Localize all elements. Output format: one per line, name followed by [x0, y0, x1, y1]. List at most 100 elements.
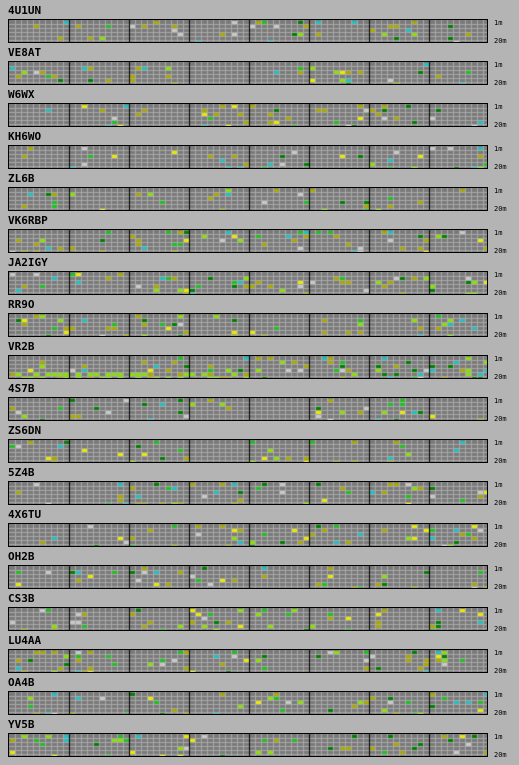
band-label-bottom: 20m: [494, 205, 507, 213]
propagation-grid: [8, 439, 488, 463]
beacon-callsign: YV5B: [8, 718, 35, 731]
band-label-top: 1m: [494, 355, 503, 363]
beacon-row: W6WX 1m 20m: [0, 88, 519, 130]
band-label-bottom: 20m: [494, 415, 507, 423]
beacon-callsign: RR9O: [8, 298, 35, 311]
beacon-row: RR9O 1m 20m: [0, 298, 519, 340]
propagation-grid: [8, 565, 488, 589]
beacon-row: OA4B 1m 20m: [0, 676, 519, 718]
propagation-grid: [8, 103, 488, 127]
beacon-callsign: 4U1UN: [8, 4, 42, 17]
propagation-grid: [8, 733, 488, 757]
beacon-callsign: 5Z4B: [8, 466, 35, 479]
propagation-grid-canvas: [9, 482, 487, 504]
beacon-callsign: KH6WO: [8, 130, 42, 143]
band-label-top: 1m: [494, 565, 503, 573]
band-label-top: 1m: [494, 313, 503, 321]
beacon-callsign: W6WX: [8, 88, 35, 101]
band-label-bottom: 20m: [494, 499, 507, 507]
band-label-top: 1m: [494, 481, 503, 489]
beacon-callsign: 4S7B: [8, 382, 35, 395]
propagation-grid: [8, 145, 488, 169]
beacon-callsign: OA4B: [8, 676, 35, 689]
band-label-bottom: 20m: [494, 121, 507, 129]
band-label-top: 1m: [494, 61, 503, 69]
propagation-grid-canvas: [9, 314, 487, 336]
propagation-grid: [8, 19, 488, 43]
band-label-bottom: 20m: [494, 373, 507, 381]
beacon-row: 4X6TU 1m 20m: [0, 508, 519, 550]
beacon-callsign: VK6RBP: [8, 214, 48, 227]
propagation-grid: [8, 607, 488, 631]
band-label-top: 1m: [494, 187, 503, 195]
beacon-callsign: 4X6TU: [8, 508, 42, 521]
propagation-grid-canvas: [9, 146, 487, 168]
propagation-grid: [8, 61, 488, 85]
beacon-row: 4S7B 1m 20m: [0, 382, 519, 424]
propagation-grid-canvas: [9, 230, 487, 252]
propagation-grid-canvas: [9, 440, 487, 462]
propagation-grid: [8, 229, 488, 253]
propagation-grid-canvas: [9, 62, 487, 84]
beacon-callsign: VE8AT: [8, 46, 42, 59]
band-label-top: 1m: [494, 229, 503, 237]
band-label-bottom: 20m: [494, 709, 507, 717]
beacon-row: JA2IGY 1m 20m: [0, 256, 519, 298]
band-label-top: 1m: [494, 733, 503, 741]
band-label-top: 1m: [494, 103, 503, 111]
propagation-grid-canvas: [9, 692, 487, 714]
propagation-grid: [8, 187, 488, 211]
beacon-callsign: ZS6DN: [8, 424, 42, 437]
beacon-callsign: LU4AA: [8, 634, 42, 647]
beacon-row: 5Z4B 1m 20m: [0, 466, 519, 508]
propagation-grid-canvas: [9, 356, 487, 378]
band-label-top: 1m: [494, 607, 503, 615]
band-label-bottom: 20m: [494, 247, 507, 255]
propagation-grid-canvas: [9, 20, 487, 42]
band-label-bottom: 20m: [494, 751, 507, 759]
beacon-row: ZS6DN 1m 20m: [0, 424, 519, 466]
propagation-grid-canvas: [9, 566, 487, 588]
band-label-bottom: 20m: [494, 625, 507, 633]
band-label-bottom: 20m: [494, 163, 507, 171]
beacon-row: YV5B 1m 20m: [0, 718, 519, 760]
band-label-top: 1m: [494, 271, 503, 279]
propagation-grid: [8, 271, 488, 295]
beacon-row: KH6WO 1m 20m: [0, 130, 519, 172]
band-label-top: 1m: [494, 145, 503, 153]
band-label-bottom: 20m: [494, 331, 507, 339]
propagation-grid: [8, 649, 488, 673]
band-label-top: 1m: [494, 649, 503, 657]
band-label-bottom: 20m: [494, 583, 507, 591]
beacon-callsign: VR2B: [8, 340, 35, 353]
beacon-row: VE8AT 1m 20m: [0, 46, 519, 88]
beacon-row: 4U1UN 1m 20m: [0, 4, 519, 46]
band-label-top: 1m: [494, 397, 503, 405]
band-label-top: 1m: [494, 691, 503, 699]
propagation-grid: [8, 313, 488, 337]
band-label-bottom: 20m: [494, 541, 507, 549]
band-label-top: 1m: [494, 19, 503, 27]
beacon-row: CS3B 1m 20m: [0, 592, 519, 634]
propagation-grid-canvas: [9, 104, 487, 126]
band-label-bottom: 20m: [494, 457, 507, 465]
propagation-grid-canvas: [9, 272, 487, 294]
propagation-grid: [8, 523, 488, 547]
band-label-bottom: 20m: [494, 289, 507, 297]
propagation-grid-canvas: [9, 524, 487, 546]
beacon-row: VR2B 1m 20m: [0, 340, 519, 382]
propagation-grid: [8, 691, 488, 715]
band-label-bottom: 20m: [494, 37, 507, 45]
beacon-callsign: JA2IGY: [8, 256, 48, 269]
propagation-grid: [8, 355, 488, 379]
propagation-grid-canvas: [9, 734, 487, 756]
band-label-top: 1m: [494, 439, 503, 447]
propagation-grid-canvas: [9, 608, 487, 630]
beacon-row: ZL6B 1m 20m: [0, 172, 519, 214]
beacon-row: LU4AA 1m 20m: [0, 634, 519, 676]
beacon-row: OH2B 1m 20m: [0, 550, 519, 592]
propagation-grid-canvas: [9, 188, 487, 210]
beacon-callsign: ZL6B: [8, 172, 35, 185]
beacon-row: VK6RBP 1m 20m: [0, 214, 519, 256]
propagation-grid: [8, 397, 488, 421]
